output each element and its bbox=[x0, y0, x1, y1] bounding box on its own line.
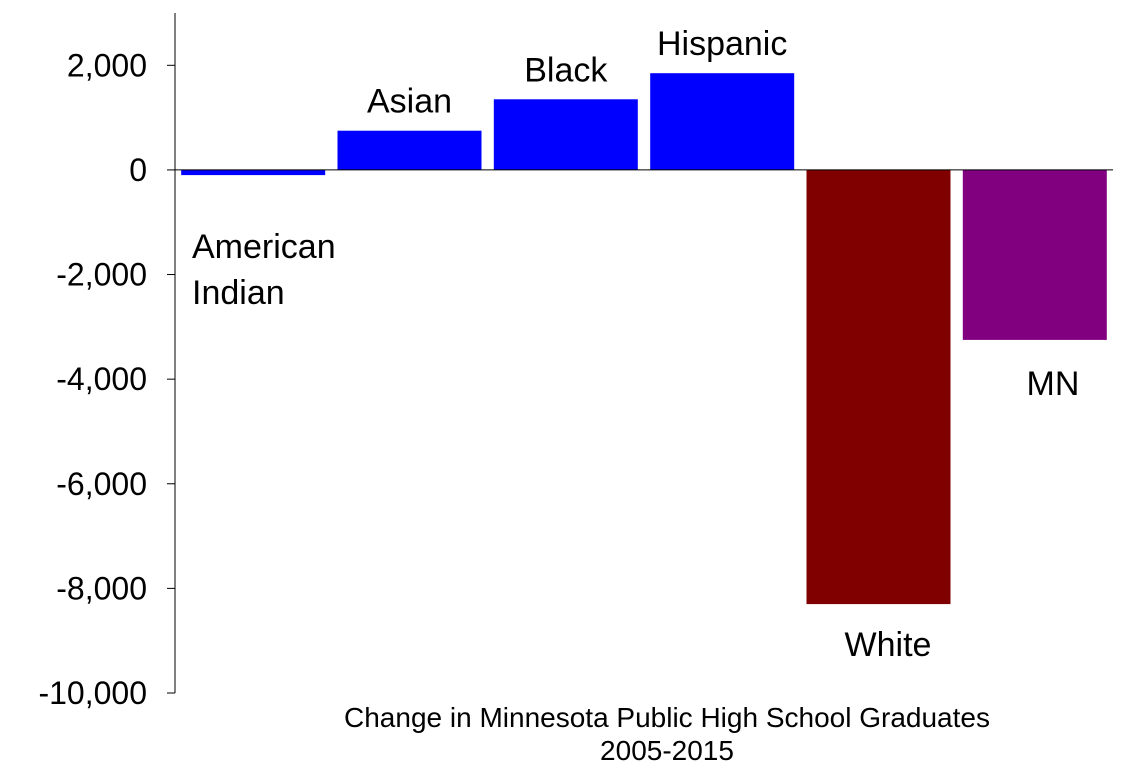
bar-american-indian bbox=[181, 169, 326, 176]
labels-layer: American Indian Asian Black Hispanic White MN bbox=[192, 25, 1079, 664]
y-tick-label: 0 bbox=[129, 152, 147, 188]
bar-label-mn: MN bbox=[1027, 365, 1080, 403]
bar-mn bbox=[962, 169, 1107, 340]
chart-subtitle: 2005-2015 bbox=[600, 735, 734, 766]
chart-title: Change in Minnesota Public High School G… bbox=[344, 702, 990, 733]
bar-label-white: White bbox=[845, 626, 932, 664]
bar-label-asian: Asian bbox=[367, 83, 452, 121]
y-tick-label: -8,000 bbox=[56, 570, 147, 606]
bar-label-black: Black bbox=[524, 51, 608, 89]
y-tick-label: -4,000 bbox=[56, 361, 147, 397]
bar-hispanic bbox=[650, 73, 795, 170]
bar-black bbox=[493, 99, 638, 170]
axis-layer: 2,000 0 -2,000 -4,000 -6,000 -8,000 -10,000 bbox=[38, 13, 1113, 711]
y-tick-label: 2,000 bbox=[67, 47, 147, 83]
bar-label-hispanic: Hispanic bbox=[657, 25, 787, 63]
bars-layer bbox=[181, 73, 1107, 605]
y-tick-label: -2,000 bbox=[56, 257, 147, 293]
bar-asian bbox=[337, 130, 482, 170]
y-tick-label: -10,000 bbox=[38, 675, 147, 711]
bar-label-american-indian: Indian bbox=[192, 274, 285, 312]
y-tick-label: -6,000 bbox=[56, 466, 147, 502]
bar-label-american-indian: American bbox=[192, 228, 336, 266]
bar-white bbox=[806, 169, 951, 605]
